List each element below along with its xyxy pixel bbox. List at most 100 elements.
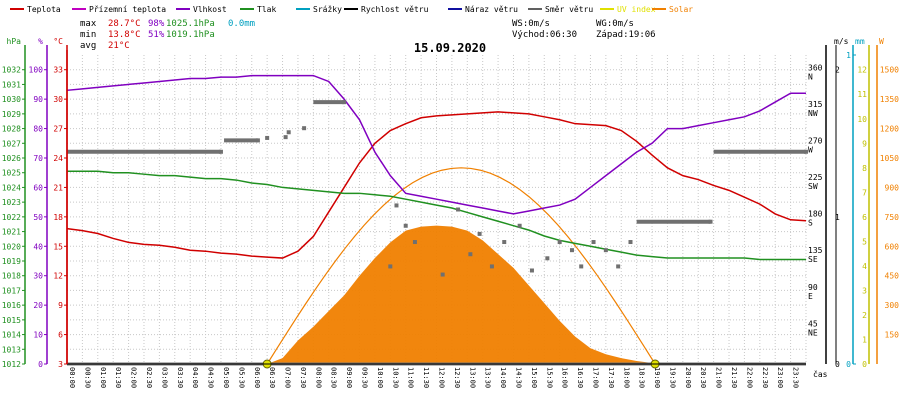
axis-dir-label: SE: [808, 255, 818, 264]
axis-tick-label: 1023: [2, 198, 21, 207]
axis-tick-label: 27: [53, 125, 63, 134]
axis-unit-windspeed: m/s: [834, 37, 849, 46]
x-tick-label: 17:30: [607, 367, 615, 388]
x-tick-label: 05:00: [222, 367, 230, 388]
stats-block: max 28.7°C 98% 1025.1hPa 0.0mm min 13.8°…: [80, 19, 255, 51]
x-tick-label: 17:00: [591, 367, 599, 388]
axis-tick-label: 18: [53, 213, 63, 222]
axis-tick-label: 1019: [2, 257, 21, 266]
x-tick-label: 23:30: [792, 367, 800, 388]
x-tick-label: 06:30: [268, 367, 276, 388]
axis-unit-humidity_pct: %: [38, 37, 43, 46]
x-tick-label: 16:30: [576, 367, 584, 388]
axis-tick-label: 135: [808, 246, 823, 255]
wind-direction-point: [517, 223, 522, 228]
axis-dir-label: E: [808, 292, 813, 301]
axis-tick-label: 750: [885, 213, 900, 222]
axis-tick-label: 360: [808, 63, 823, 72]
wind-direction-point: [302, 126, 307, 131]
axis-tick-label: 9: [862, 139, 867, 148]
axis-tick-label: 1016: [2, 301, 21, 310]
wind-speed-readout: WS:0m/s: [512, 19, 550, 29]
axis-tick-label: 10: [33, 331, 43, 340]
wind-direction-point: [804, 149, 808, 154]
axis-dir-label: NE: [808, 328, 818, 337]
legend-label: Srážky: [313, 5, 342, 14]
x-tick-label: 01:00: [99, 367, 107, 388]
x-tick-label: 06:00: [253, 367, 261, 388]
x-tick-label: 10:00: [376, 367, 384, 388]
x-tick-label: 03:30: [176, 367, 184, 388]
axis-tick-label: 10: [857, 115, 867, 124]
wind-direction-point: [342, 100, 347, 105]
x-tick-label: 08:00: [314, 367, 322, 388]
x-tick-label: 11:00: [407, 367, 415, 388]
solar-area: [267, 225, 656, 364]
x-tick-label: 13:30: [484, 367, 492, 388]
axis-tick-label: 150: [885, 331, 900, 340]
wind-direction-point: [616, 264, 621, 269]
sunset-readout: Západ:19:06: [596, 30, 656, 40]
axis-tick-label: 0: [862, 360, 867, 369]
axis-tick-label: 1021: [2, 228, 21, 237]
x-tick-label: 05:30: [237, 367, 245, 388]
wind-direction-point: [591, 240, 596, 245]
axis-tick-label: 6: [58, 331, 63, 340]
stat-min-hum: 51%: [148, 30, 165, 40]
x-tick-label: 18:00: [622, 367, 630, 388]
stat-max-rain: 0.0mm: [228, 19, 255, 29]
x-tick-label: 15:30: [545, 367, 553, 388]
x-tick-label: 08:30: [330, 367, 338, 388]
wind-direction-point: [529, 268, 534, 273]
axis-tick-label: 1022: [2, 213, 21, 222]
stat-min-label: min: [80, 30, 96, 40]
stat-max-temp: 28.7°C: [108, 19, 141, 29]
axis-tick-label: 1026: [2, 154, 21, 163]
x-tick-label: 15:00: [530, 367, 538, 388]
x-tick-label: 14:00: [499, 367, 507, 388]
axis-tick-label: 4: [862, 262, 867, 271]
x-tick-label: 19:00: [653, 367, 661, 388]
axis-tick-label: 3: [862, 286, 867, 295]
wind-direction-point: [545, 256, 550, 261]
x-tick-label: 19:30: [668, 367, 676, 388]
wind-direction-point: [489, 264, 494, 269]
stat-avg-temp: 21°C: [108, 41, 130, 51]
axis-tick-label: 1012: [2, 360, 21, 369]
axis-tick-label: 12: [857, 66, 867, 75]
axis-tick-label: 0: [846, 360, 851, 369]
series-line-1: [66, 74, 806, 215]
legend-label: Vlhkost: [193, 5, 227, 14]
wind-direction-point: [569, 248, 574, 253]
x-tick-label: 09:30: [361, 367, 369, 388]
axis-tick-label: 1020: [2, 242, 21, 251]
wind-direction-point: [557, 240, 562, 245]
axis-tick-label: 0: [835, 360, 840, 369]
axis-tick-label: 3: [58, 360, 63, 369]
axis-tick-label: 2: [835, 66, 840, 75]
axis-tick-label: 1200: [880, 125, 899, 134]
axis-tick-label: 2: [862, 311, 867, 320]
axis-tick-label: 1028: [2, 125, 21, 134]
x-tick-label: 04:30: [207, 367, 215, 388]
axis-tick-label: 7: [862, 188, 867, 197]
x-tick-label: 02:30: [145, 367, 153, 388]
x-tick-label: 13:00: [468, 367, 476, 388]
axis-tick-label: 1350: [880, 95, 899, 104]
solar-layer: [266, 167, 656, 365]
axis-tick-label: 1017: [2, 286, 21, 295]
axis-tick-label: 900: [885, 183, 900, 192]
axis-tick-label: 1024: [2, 183, 21, 192]
axis-dir-label: W: [808, 145, 813, 154]
x-tick-label: 04:00: [191, 367, 199, 388]
axis-tick-label: 1050: [880, 154, 899, 163]
chart-date: 15.09.2020: [414, 41, 486, 55]
x-tick-label: 01:30: [114, 367, 122, 388]
legend-label: UV index: [617, 5, 656, 14]
axis-tick-label: 315: [808, 100, 823, 109]
wind-direction-point: [468, 252, 473, 257]
x-tick-label: 22:00: [745, 367, 753, 388]
axis-tick-label: 24: [53, 154, 63, 163]
axis-tick-label: 1027: [2, 139, 21, 148]
axis-tick-label: 1: [862, 335, 867, 344]
